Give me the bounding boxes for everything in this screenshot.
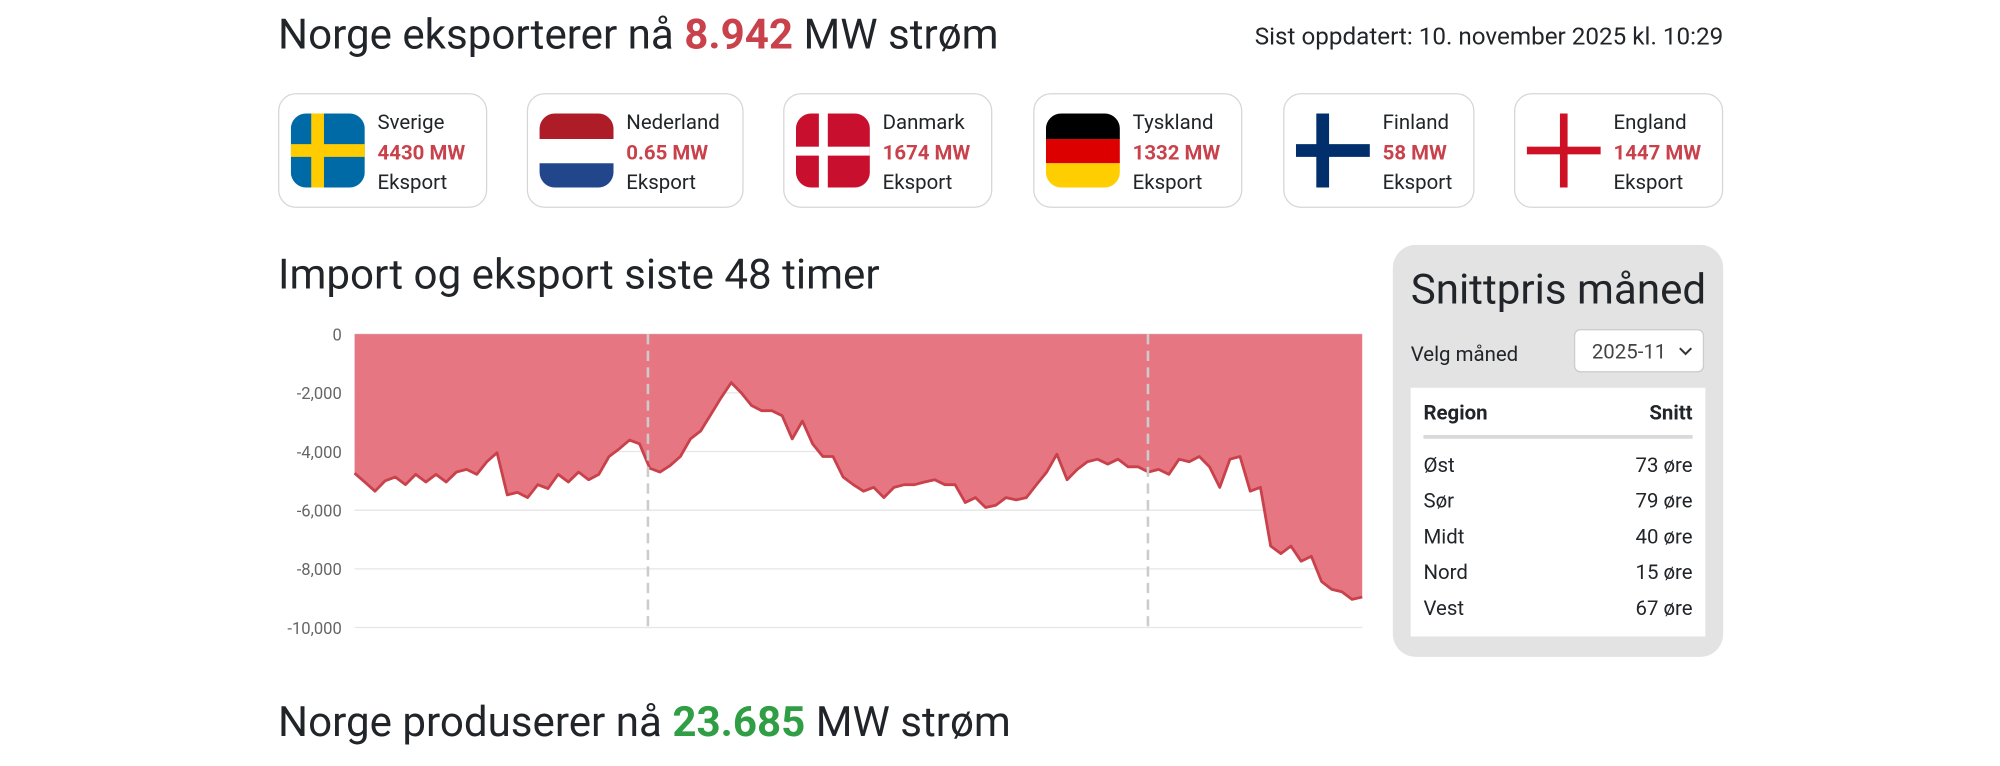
country-card: Nederland 0.65 MW Eksport — [526, 93, 744, 208]
country-value: 1447 MW — [1613, 139, 1702, 164]
country-status: Eksport — [626, 169, 696, 194]
production-heading: Norge produserer nå 23.685 MW strøm — [278, 698, 1011, 748]
country-card: Tyskland 1332 MW Eksport — [1033, 93, 1243, 208]
country-name: Tyskland — [1132, 109, 1214, 134]
region-cell: Nord — [1423, 559, 1468, 585]
y-tick-label: 0 — [333, 327, 342, 346]
y-tick-label: -8,000 — [297, 561, 342, 580]
table-row: Vest 67 øre — [1423, 596, 1692, 624]
heading-value: 23.685 — [672, 697, 806, 748]
country-name: England — [1613, 109, 1687, 134]
export-heading: Norge eksporterer nå 8.942 MW strøm — [278, 10, 999, 60]
heading-text: MW strøm — [803, 10, 999, 60]
table-row: Midt 40 øre — [1423, 524, 1692, 552]
area-fill — [354, 334, 1363, 600]
table-row: Nord 15 øre — [1423, 560, 1692, 588]
country-value: 1332 MW — [1132, 139, 1221, 164]
column-header: Snitt — [1649, 400, 1693, 425]
price-cell: 79 øre — [1635, 488, 1693, 513]
table-row: Øst 73 øre — [1423, 453, 1692, 481]
card-text: England 1447 MW Eksport — [1614, 107, 1702, 197]
chevron — [1679, 347, 1693, 356]
price-table: Region Snitt Øst 73 øre Sør 79 øre Midt 40 øre… — [1410, 387, 1706, 637]
country-status: Eksport — [882, 169, 953, 194]
country-status: Eksport — [1613, 169, 1684, 194]
region-cell: Midt — [1423, 524, 1465, 549]
country-status: Eksport — [377, 169, 448, 194]
country-card: Danmark 1674 MW Eksport — [783, 93, 993, 208]
country-value: 0.65 MW — [626, 139, 709, 164]
country-name: Danmark — [882, 109, 965, 134]
y-tick-label: -10,000 — [287, 620, 341, 639]
region-cell: Vest — [1423, 595, 1465, 620]
price-panel: Snittpris måned Velg måned 2025-11 Regio… — [1392, 244, 1724, 657]
price-cell: 73 øre — [1635, 452, 1693, 478]
y-tick-label: -2,000 — [297, 385, 342, 404]
card-text: Danmark 1674 MW Eksport — [883, 107, 971, 197]
country-card: England 1447 MW Eksport — [1514, 93, 1724, 208]
card-text: Sverige 4430 MW Eksport — [378, 107, 466, 197]
heading-text: Norge produserer nå — [278, 697, 662, 748]
price-cell: 15 øre — [1635, 559, 1693, 585]
flag — [1295, 113, 1370, 188]
flag — [1045, 113, 1120, 188]
country-card: Sverige 4430 MW Eksport — [278, 93, 488, 208]
flag — [795, 113, 870, 188]
country-name: Nederland — [626, 109, 720, 134]
area-line — [353, 381, 1363, 601]
region-cell: Sør — [1423, 488, 1455, 513]
select-value: 2025-11 — [1591, 339, 1667, 364]
y-tick-label: -4,000 — [297, 444, 342, 463]
heading-value: 8.942 — [684, 10, 794, 60]
card-text: Tyskland 1332 MW Eksport — [1133, 107, 1221, 197]
country-card: Finland 58 MW Eksport — [1283, 93, 1475, 208]
price-cell: 67 øre — [1635, 595, 1693, 620]
column-header: Region — [1423, 400, 1488, 425]
country-name: Finland — [1382, 109, 1450, 134]
heading-text: MW strøm — [815, 697, 1011, 748]
flag — [539, 113, 614, 188]
month-select[interactable]: 2025-11 — [1573, 329, 1705, 373]
region-cell: Øst — [1423, 452, 1455, 478]
country-status: Eksport — [1382, 169, 1453, 194]
y-tick-label: -6,000 — [297, 503, 342, 522]
country-value: 1674 MW — [882, 139, 971, 164]
card-text: Finland 58 MW Eksport — [1383, 107, 1453, 197]
card-text: Nederland 0.65 MW Eksport — [626, 107, 719, 197]
table-row: Sør 79 øre — [1423, 489, 1692, 517]
last-updated: Sist oppdatert: 10. november 2025 kl. 10… — [1254, 21, 1724, 52]
country-name: Sverige — [377, 109, 445, 134]
country-value: 58 MW — [1382, 139, 1447, 164]
panel-title: Snittpris måned — [1410, 265, 1707, 316]
table-header: Region Snitt — [1423, 401, 1692, 429]
select-label: Velg måned — [1410, 341, 1519, 367]
country-status: Eksport — [1132, 169, 1203, 194]
flag — [290, 113, 365, 188]
country-value: 4430 MW — [377, 139, 466, 164]
chart-title: Import og eksport siste 48 timer — [278, 249, 880, 300]
header-rule — [1423, 434, 1693, 439]
chart: 0 -2,000 -4,000 -6,000 -8,000 -10,000 — [287, 327, 1363, 639]
price-cell: 40 øre — [1635, 524, 1693, 549]
heading-text: Norge eksporterer nå — [278, 10, 674, 60]
flag — [1526, 113, 1601, 188]
